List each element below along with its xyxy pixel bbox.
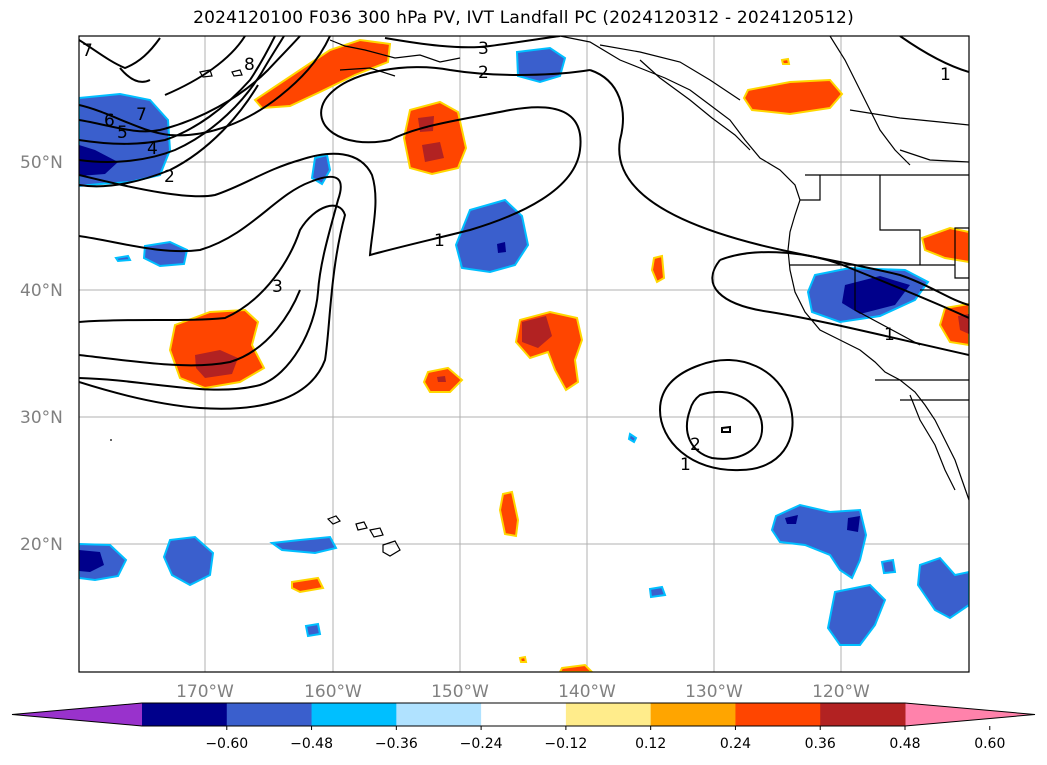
colorbar-tick-label: −0.48 (290, 736, 333, 752)
contour-label: 6 (104, 111, 115, 131)
contour-label: 1 (940, 65, 951, 85)
colorbar-segment (311, 703, 397, 726)
map-frame (78, 35, 970, 673)
lon-label: 160°W (304, 682, 362, 702)
lat-label: 40°N (20, 281, 63, 301)
colorbar-tick-label: 0.48 (889, 736, 920, 752)
contour-label: 5 (117, 123, 128, 143)
colorbar-tick-label: 0.12 (635, 736, 666, 752)
latitude-labels: 50°N 40°N 30°N 20°N (20, 153, 63, 555)
contour-label: 1 (434, 231, 445, 251)
colorbar-tick-label: −0.60 (205, 736, 248, 752)
colorbar-segment (735, 703, 821, 726)
lon-label: 140°W (558, 682, 616, 702)
colorbar-outline (11, 702, 1036, 727)
positive-anomaly-areas (168, 38, 969, 672)
colorbar-tick-label: −0.24 (460, 736, 503, 752)
map-title: 2024120100 F036 300 hPa PV, IVT Landfall… (193, 8, 854, 28)
lat-label: 30°N (20, 408, 63, 428)
colorbar-extend-min (12, 703, 142, 726)
colorbar-tick-label: −0.36 (375, 736, 418, 752)
colorbar-tick-label: 0.60 (974, 736, 1005, 752)
colorbar-segment (396, 703, 482, 726)
colorbar-segment (142, 703, 228, 726)
lon-label: 120°W (812, 682, 870, 702)
colorbar-extend-max (905, 703, 1035, 726)
lon-label: 130°W (685, 682, 743, 702)
lat-label: 20°N (20, 535, 63, 555)
contour-label: 3 (478, 39, 489, 59)
contour-label: 2 (478, 63, 489, 83)
ivt-contours (79, 36, 969, 472)
contour-label: 2 (690, 435, 701, 455)
colorbar-segment (481, 703, 567, 726)
contour-label: 3 (272, 277, 283, 297)
colorbar-segment (650, 703, 736, 726)
contour-label: 8 (244, 55, 255, 75)
colorbar-segment (565, 703, 652, 726)
lat-label: 50°N (20, 153, 63, 173)
colorbar-tick-label: 0.24 (720, 736, 751, 752)
lon-label: 150°W (431, 682, 489, 702)
contour-label: 1 (884, 325, 895, 345)
contour-label: 7 (136, 105, 147, 125)
contour-label: 2 (164, 167, 175, 187)
colorbar-tick-label: 0.36 (805, 736, 836, 752)
colorbar-segment (226, 703, 313, 726)
contour-label: 4 (147, 139, 158, 159)
colorbar: −0.60 −0.48 −0.36 −0.24 −0.12 0.12 0.24 0.36 0.4… (11, 702, 1036, 752)
lon-label: 170°W (176, 682, 234, 702)
coastlines (110, 36, 969, 557)
contour-label: 1 (680, 455, 691, 475)
contour-label: 7 (82, 41, 93, 61)
longitude-labels: 170°W 160°W 150°W 140°W 130°W 120°W (176, 682, 870, 702)
colorbar-segment (820, 703, 906, 726)
colorbar-tick-label: −0.12 (544, 736, 587, 752)
contour-labels: 1 1 1 1 2 2 2 3 3 4 5 6 7 8 7 (82, 39, 951, 475)
